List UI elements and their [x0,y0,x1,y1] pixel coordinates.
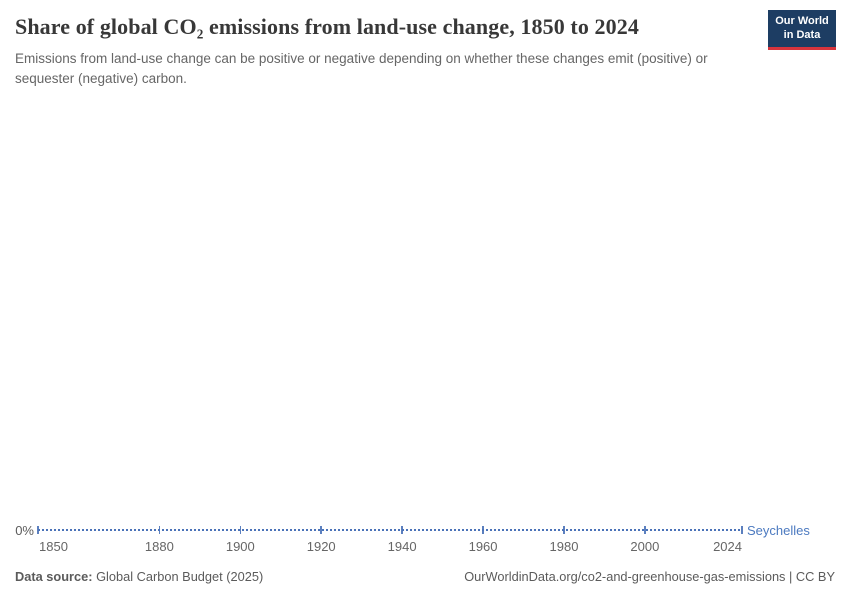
page-title: Share of global CO₂ emissions from land-… [15,14,639,39]
owid-logo-line1: Our World [775,15,829,27]
x-axis-tick-label: 1880 [144,539,174,554]
owid-logo-red-bar [768,46,836,50]
x-axis-tick-label: 1920 [306,539,336,554]
x-axis-tick-mark [239,525,242,534]
x-axis-tick-mark [320,525,322,534]
data-source-value: Global Carbon Budget (2025) [92,569,264,584]
x-axis-tick-label: 1980 [549,539,579,554]
x-axis-tick-mark [563,525,565,534]
chart-subtitle: Emissions from land-use change can be po… [15,51,708,86]
x-axis-tick-label: 1850 [39,539,68,554]
attribution-link[interactable]: OurWorldinData.org/co2-and-greenhouse-ga… [464,569,835,584]
data-source-note: Data source: Global Carbon Budget (2025) [15,569,263,584]
x-axis-tick-label: 1900 [225,539,255,554]
x-axis-tick-mark [482,525,484,534]
x-axis-tick-mark [401,525,403,534]
series-entity-label[interactable]: Seychelles [747,522,810,538]
x-axis-tick-label: 1960 [468,539,498,554]
x-axis-tick-label: 1940 [387,539,417,554]
x-axis-tick-mark [158,525,161,534]
x-axis-tick-label: 2024 [713,539,742,554]
owid-logo-line2: in Data [783,28,821,41]
x-axis-tick-mark [37,525,39,534]
data-source-label: Data source: [15,569,93,584]
series-line-seychelles[interactable] [38,528,742,532]
x-axis-tick-mark [644,525,646,534]
x-axis-tick-label: 2000 [630,539,660,554]
x-axis-tick-mark [741,525,743,534]
owid-logo[interactable]: Our World in Data [768,10,836,50]
owid-logo-text: Our World in Data [768,10,836,47]
plot-area [0,100,850,530]
y-axis-tick-label: 0% [15,523,34,538]
